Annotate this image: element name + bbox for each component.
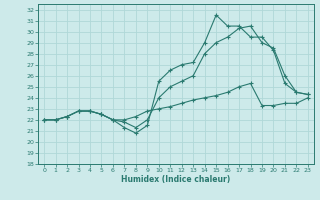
X-axis label: Humidex (Indice chaleur): Humidex (Indice chaleur) (121, 175, 231, 184)
